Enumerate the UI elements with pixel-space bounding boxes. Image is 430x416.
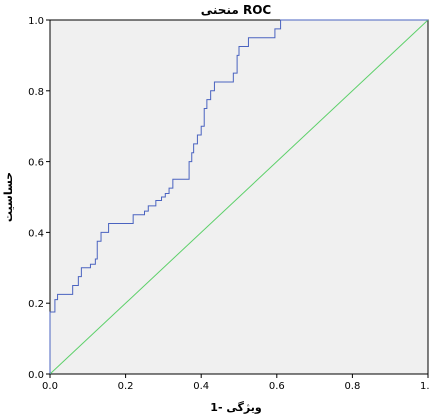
y-tick-label: 0.8 [28, 87, 44, 98]
roc-curve-line [49, 19, 428, 374]
roc-curve-layer [49, 19, 428, 374]
x-tick-label: 0.0 [42, 381, 58, 392]
y-tick-label: 0.6 [28, 158, 44, 169]
y-tick-label: 0.2 [28, 299, 44, 310]
x-axis: 0.0 0.2 0.4 0.6 0.8 1.0 [42, 374, 430, 392]
x-tick-label: 0.4 [193, 381, 209, 392]
x-tick-label: 0.2 [118, 381, 134, 392]
reference-diagonal-line [49, 19, 429, 375]
x-tick-label: 0.6 [269, 381, 285, 392]
y-tick-label: 0.0 [28, 370, 44, 381]
x-tick-label: 1.0 [420, 381, 430, 392]
y-axis: 0.0 0.2 0.4 0.6 0.8 1.0 [28, 16, 50, 381]
x-axis-title: 1- ویژگی [210, 401, 262, 414]
x-tick-label: 0.8 [344, 381, 360, 392]
y-tick-label: 0.4 [28, 228, 44, 239]
reference-line-layer [49, 19, 429, 375]
y-axis-title: حساسیت [2, 172, 15, 222]
chart-title: منحنی ROC [201, 3, 272, 17]
y-tick-label: 1.0 [28, 16, 44, 27]
